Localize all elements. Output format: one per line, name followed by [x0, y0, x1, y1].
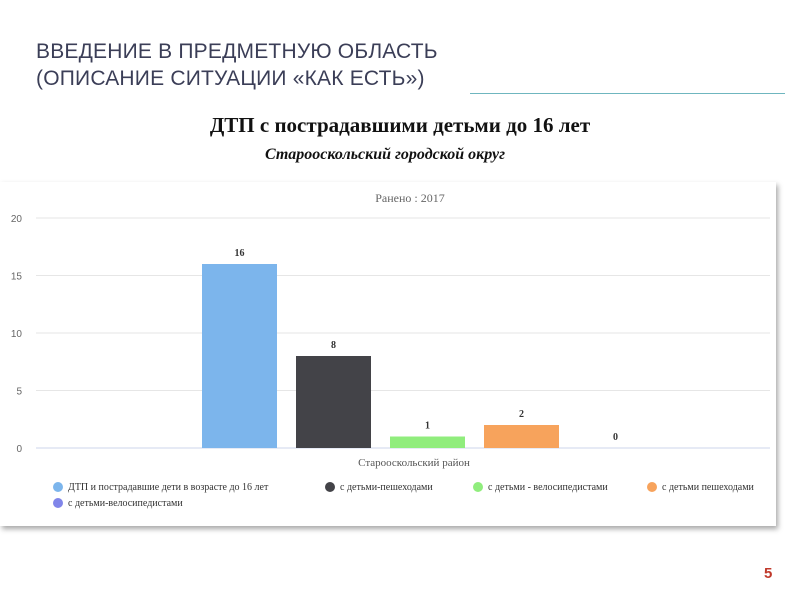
data-label: 16 [235, 248, 245, 259]
y-tick-label: 15 [11, 272, 23, 283]
data-label: 1 [425, 421, 430, 432]
page-number: 5 [764, 565, 773, 582]
bar [484, 425, 559, 448]
title-divider [470, 93, 785, 94]
legend-entry: с детьми-велосипедистами [68, 498, 183, 509]
legend-marker [647, 482, 657, 492]
bar-chart: Ранено : 201705101520168120Старооскольск… [11, 191, 770, 509]
bar [296, 356, 371, 448]
chart-card: Ранено : 2017 0 5 10 15 20 16 8 1 2 0 Старооскольск… [0, 182, 776, 526]
legend-entry: с детьми - велосипедистами [488, 482, 608, 493]
y-tick-label: 10 [11, 329, 23, 340]
y-tick-label: 0 [16, 444, 22, 455]
slide-title-line1: ВВЕДЕНИЕ В ПРЕДМЕТНУЮ ОБЛАСТЬ [36, 40, 438, 63]
legend-entry: с детьми-пешеходами [340, 482, 433, 493]
legend-entry: ДТП и пострадавшие дети в возрасте до 16… [68, 482, 269, 493]
bar [390, 436, 465, 448]
slide-title-line2: (ОПИСАНИЕ СИТУАЦИИ «КАК ЕСТЬ») [36, 67, 425, 90]
legend-marker [473, 482, 483, 492]
legend-marker [53, 498, 63, 508]
bar [202, 264, 277, 448]
data-label: 0 [613, 432, 618, 443]
legend-marker [53, 482, 63, 492]
y-tick-label: 20 [11, 214, 23, 225]
chart-title: Ранено : 2017 [375, 191, 445, 205]
data-label: 2 [519, 409, 524, 420]
slide-title: ВВЕДЕНИЕ В ПРЕДМЕТНУЮ ОБЛАСТЬ (ОПИСАНИЕ … [36, 38, 596, 92]
chart-subheading: Старооскольский городской округ [264, 146, 506, 163]
data-label: 8 [331, 340, 336, 351]
chart-heading: ДТП с пострадавшими детьми до 16 лет [209, 113, 591, 137]
legend-entry: с детьми пешеходами [662, 482, 755, 493]
x-category-label: Старооскольский район [358, 457, 470, 469]
y-tick-label: 5 [16, 387, 22, 398]
legend-marker [325, 482, 335, 492]
